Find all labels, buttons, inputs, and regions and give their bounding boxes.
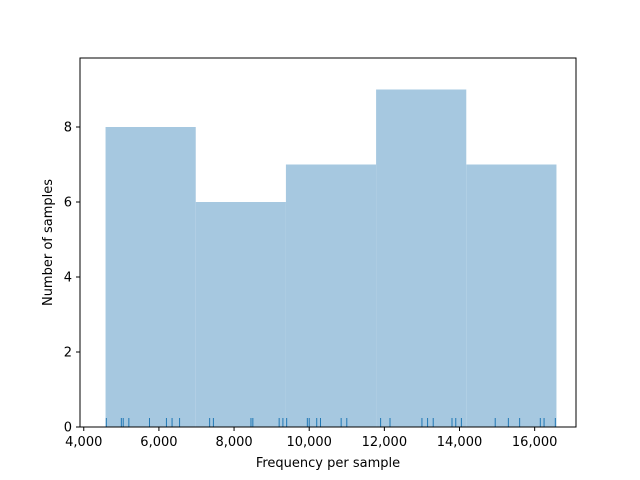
histogram-bar-1 xyxy=(105,127,196,427)
x-tick-label: 10,000 xyxy=(286,435,332,450)
x-axis-title: Frequency per sample xyxy=(256,456,400,471)
y-tick-label: 8 xyxy=(64,121,72,136)
histogram-bars xyxy=(105,89,557,427)
histogram-bar-2 xyxy=(195,202,286,427)
histogram-bar-4 xyxy=(376,89,467,427)
x-tick-label: 6,000 xyxy=(140,435,177,450)
y-axis-title: Number of samples xyxy=(41,179,56,306)
x-tick-label: 16,000 xyxy=(512,435,558,450)
y-tick-label: 0 xyxy=(64,421,72,436)
y-tick-label: 6 xyxy=(64,196,72,211)
plot-frame xyxy=(79,57,577,428)
y-tick-label: 4 xyxy=(64,271,72,286)
y-axis-ticks: 0 2 4 6 8 xyxy=(64,121,80,436)
x-tick-label: 12,000 xyxy=(362,435,408,450)
histogram-bar-5 xyxy=(466,164,557,427)
x-tick-label: 14,000 xyxy=(437,435,483,450)
histogram-bar-3 xyxy=(285,164,377,427)
y-tick-label: 2 xyxy=(64,346,72,361)
x-tick-label: 4,000 xyxy=(65,435,102,450)
x-axis-ticks: 4,000 6,000 8,000 10,000 12,000 14,000 16,000 xyxy=(65,427,557,450)
x-tick-label: 8,000 xyxy=(215,435,252,450)
rug-marks xyxy=(105,418,556,427)
